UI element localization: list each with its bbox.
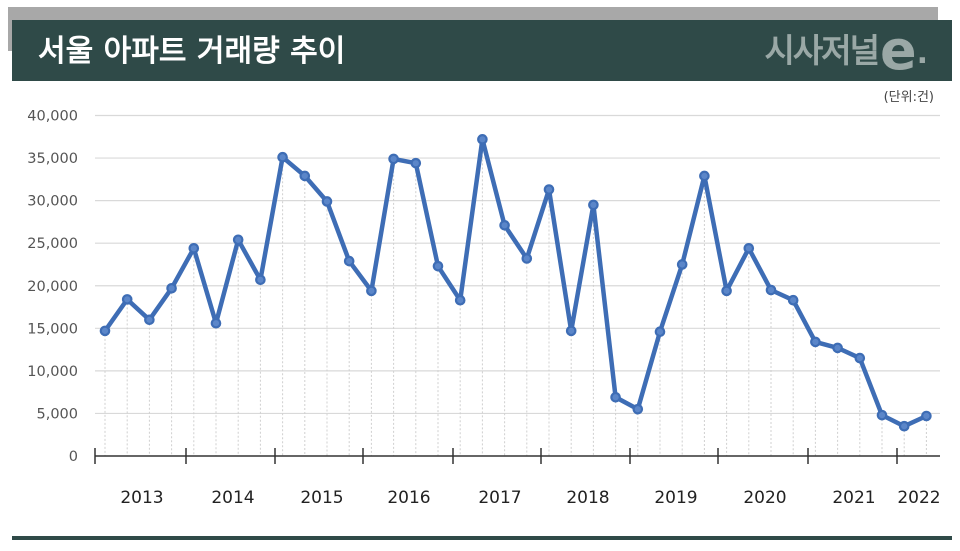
data-point bbox=[499, 220, 510, 231]
data-point bbox=[166, 283, 177, 294]
data-point bbox=[477, 134, 488, 145]
bottom-rule bbox=[12, 536, 952, 540]
y-tick-label: 40,000 bbox=[27, 109, 78, 125]
x-tick-label: 2021 bbox=[832, 488, 875, 508]
data-point bbox=[410, 157, 422, 169]
data-point bbox=[565, 325, 577, 337]
x-tick-label: 2022 bbox=[897, 488, 940, 508]
y-tick-label: 5,000 bbox=[36, 406, 78, 422]
y-tick-label: 25,000 bbox=[27, 236, 78, 252]
unit-label: (단위:건) bbox=[883, 90, 934, 105]
x-tick-label: 2020 bbox=[743, 488, 786, 508]
data-point bbox=[610, 391, 621, 403]
data-point bbox=[921, 410, 932, 422]
data-point-markers bbox=[99, 134, 932, 432]
x-tick-label: 2015 bbox=[300, 488, 343, 508]
gridlines bbox=[95, 114, 940, 415]
data-point bbox=[232, 234, 244, 246]
data-point bbox=[654, 326, 666, 338]
data-point bbox=[765, 284, 777, 296]
data-point bbox=[188, 242, 200, 254]
data-point bbox=[699, 170, 710, 182]
x-tick-label: 2017 bbox=[478, 488, 521, 508]
data-point bbox=[854, 352, 866, 364]
data-point bbox=[876, 409, 888, 421]
y-tick-label: 0 bbox=[69, 449, 78, 465]
y-axis-labels: 0 5,000 10,000 15,000 20,000 25,000 30,000 35,0… bbox=[27, 109, 78, 466]
data-point bbox=[388, 153, 399, 165]
data-point bbox=[210, 317, 222, 329]
chart-title: 서울 아파트 거래량 추이 bbox=[38, 34, 346, 69]
data-point bbox=[588, 199, 599, 211]
data-point bbox=[632, 403, 644, 415]
series-line bbox=[102, 137, 929, 429]
x-tick-label: 2016 bbox=[387, 488, 430, 508]
data-point bbox=[521, 253, 533, 264]
x-tick-label: 2014 bbox=[211, 488, 254, 508]
data-point bbox=[810, 336, 821, 348]
data-point bbox=[277, 151, 288, 163]
x-tick-label: 2013 bbox=[120, 488, 163, 508]
data-point bbox=[299, 170, 311, 182]
y-tick-label: 20,000 bbox=[27, 279, 78, 295]
x-axis bbox=[94, 448, 940, 464]
y-tick-label: 10,000 bbox=[27, 364, 78, 380]
y-tick-label: 30,000 bbox=[27, 194, 78, 210]
data-point bbox=[432, 260, 444, 272]
x-tick-label: 2018 bbox=[566, 488, 609, 508]
y-tick-label: 35,000 bbox=[27, 151, 78, 167]
data-point bbox=[321, 196, 333, 207]
data-point bbox=[787, 294, 799, 306]
y-tick-label: 15,000 bbox=[27, 321, 78, 337]
logo-e: e bbox=[879, 19, 917, 82]
data-point bbox=[121, 294, 133, 305]
data-point bbox=[144, 314, 155, 326]
data-point bbox=[454, 294, 466, 306]
data-point bbox=[366, 285, 377, 297]
data-point bbox=[721, 285, 732, 297]
data-point bbox=[898, 420, 910, 432]
data-point bbox=[832, 342, 843, 354]
publisher-logo: 시사저널 e. bbox=[764, 19, 929, 82]
vertical-dotted-gridlines bbox=[104, 139, 927, 456]
data-point bbox=[343, 255, 355, 267]
data-point bbox=[543, 184, 555, 195]
logo-dot: . bbox=[916, 36, 928, 71]
x-tick-label: 2019 bbox=[654, 488, 697, 508]
data-point bbox=[255, 274, 266, 286]
x-axis-year-labels: 2013 2014 2015 2016 2017 2018 2019 2020 2021 2022 bbox=[120, 488, 940, 508]
logo-text: 시사저널 bbox=[764, 31, 880, 70]
data-point bbox=[676, 259, 688, 270]
data-point bbox=[99, 325, 111, 337]
data-point bbox=[743, 242, 755, 254]
title-bar bbox=[12, 20, 952, 81]
